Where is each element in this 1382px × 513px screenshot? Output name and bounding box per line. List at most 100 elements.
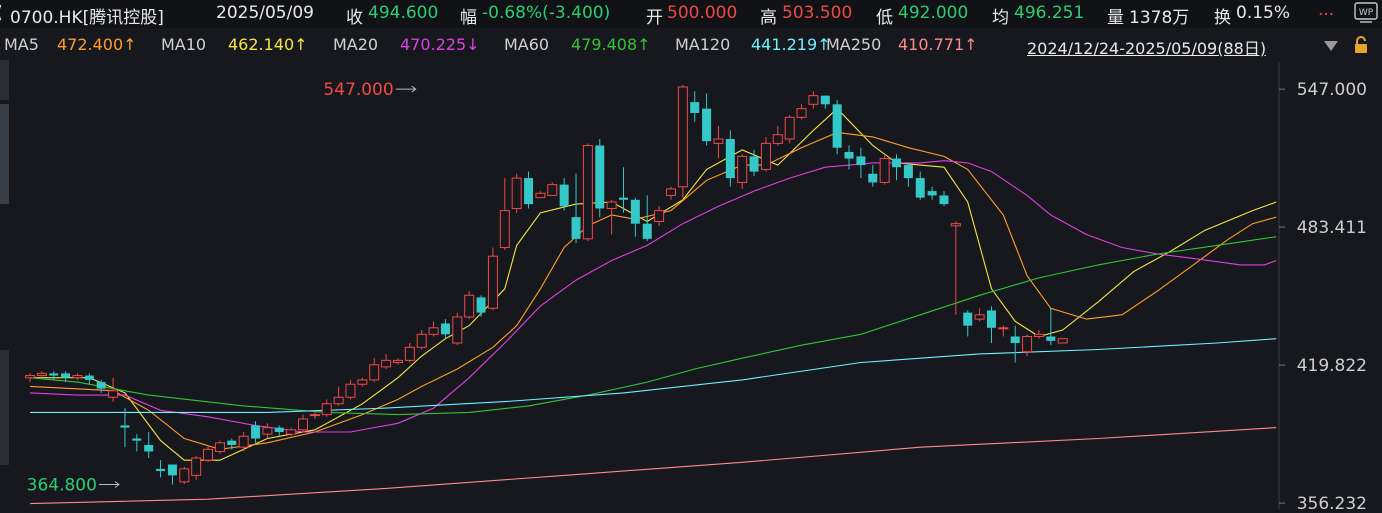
candle-body: [749, 156, 759, 172]
candle-body: [642, 223, 652, 239]
candle-body: [36, 372, 47, 377]
candle-body: [571, 217, 581, 239]
candle-body: [879, 158, 890, 183]
candle-body: [321, 403, 332, 416]
candle-body: [760, 142, 771, 170]
candle-body: [702, 108, 712, 142]
lock-icon[interactable]: [1352, 36, 1370, 54]
candle-body: [998, 327, 1009, 330]
candle-body: [167, 464, 177, 476]
low-value: 492.000: [898, 3, 969, 23]
change-label: 幅: [460, 8, 477, 28]
svg-text:WP: WP: [1359, 8, 1374, 18]
candle-body: [476, 297, 486, 313]
ma-line-ma120: [30, 338, 1277, 413]
candle-body: [1010, 336, 1020, 344]
candle-body: [144, 444, 154, 452]
candle-body: [227, 440, 237, 445]
candle-body: [84, 375, 94, 380]
candle-body: [559, 184, 569, 207]
candle-body: [856, 156, 866, 166]
high-price-label: 547.000: [323, 80, 393, 100]
candle-body: [428, 327, 439, 335]
ma60-label: MA60: [504, 35, 550, 54]
candle-body: [251, 425, 261, 439]
candle-body: [381, 359, 392, 368]
candle-body: [974, 314, 985, 320]
candle-body: [345, 383, 356, 398]
triangle-down-icon[interactable]: [1323, 40, 1339, 52]
date-range[interactable]: 2024/12/24-2025/05/09(88日): [1027, 39, 1267, 58]
open-label: 开: [646, 8, 663, 28]
ma-line-ma60: [29, 236, 1277, 416]
nav-arrow[interactable]: ⟨: [0, 3, 3, 23]
ma10-value: 462.140↑: [228, 35, 308, 54]
candle-body: [903, 165, 913, 179]
ma5-label: MA5: [4, 35, 39, 54]
candle-body: [950, 223, 961, 227]
candle-body: [796, 108, 807, 118]
candle-body: [214, 442, 225, 452]
candle-body: [1057, 338, 1068, 344]
candle-body: [72, 375, 83, 379]
candle-body: [238, 435, 249, 448]
low-label: 低: [876, 8, 893, 28]
ma-legend-bar: MA5 472.400↑ MA10 462.140↑ MA20 470.225↓…: [0, 30, 1382, 60]
candle-body: [203, 448, 214, 461]
candle-body: [595, 145, 605, 209]
candle-body: [25, 375, 35, 379]
symbol-name[interactable]: 0700.HK[腾讯控股]: [10, 8, 164, 28]
candle-body: [511, 177, 522, 209]
high-value: 503.500: [782, 3, 853, 23]
candle-body: [298, 418, 309, 431]
candle-body: [309, 414, 320, 417]
candle-body: [892, 158, 902, 168]
quote-date: 2025/05/09: [216, 3, 314, 23]
y-tick-label: 547.000: [1297, 80, 1367, 100]
candle-body: [1033, 333, 1044, 337]
candle-body: [286, 429, 297, 435]
candle-body: [868, 173, 878, 183]
y-tick-label: 356.232: [1297, 494, 1367, 509]
candle-body: [927, 191, 937, 196]
candle-body: [713, 138, 724, 144]
ma120-label: MA120: [675, 35, 731, 54]
candle-body: [524, 178, 534, 205]
avg-value: 496.251: [1014, 3, 1085, 23]
candle-body: [939, 195, 949, 205]
candle-body: [357, 379, 368, 385]
candle-body: [96, 382, 106, 389]
wp-badge-icon[interactable]: WP: [1354, 2, 1378, 24]
candle-body: [61, 373, 71, 378]
candle-body: [452, 316, 463, 344]
close-value: 494.600: [368, 3, 439, 23]
candle-body: [547, 184, 558, 196]
candle-body: [725, 139, 735, 179]
candle-body: [535, 192, 546, 199]
change-value: -0.68%(-3.400): [482, 3, 611, 23]
candle-body: [1046, 336, 1056, 341]
candle-body: [619, 197, 628, 200]
candle-body: [677, 86, 688, 188]
volume-value: 1378万: [1129, 8, 1190, 28]
candle-body: [606, 201, 617, 209]
candle-body: [274, 427, 284, 432]
candle-body: [132, 438, 142, 441]
candle-body: [690, 102, 700, 113]
candle-body: [832, 104, 842, 148]
high-label: 高: [760, 8, 777, 28]
candle-body: [333, 396, 344, 405]
low-price-label: 364.800: [27, 475, 97, 495]
y-tick-label: 419.822: [1297, 356, 1367, 376]
ma250-label: MA250: [826, 35, 882, 54]
candle-body: [986, 310, 996, 328]
side-tab-rail-graphic: [0, 60, 9, 465]
avg-label: 均: [992, 8, 1009, 28]
ma-line-ma10: [29, 131, 1277, 450]
more-indicator[interactable]: ...: [1318, 0, 1335, 20]
ma20-value: 470.225↓: [400, 35, 480, 54]
annotation-arrowhead: [114, 481, 120, 488]
candle-body: [156, 468, 166, 472]
quote-header: ⟨ 0700.HK[腾讯控股] 2025/05/09 收 494.600 幅 -…: [0, 0, 1382, 28]
